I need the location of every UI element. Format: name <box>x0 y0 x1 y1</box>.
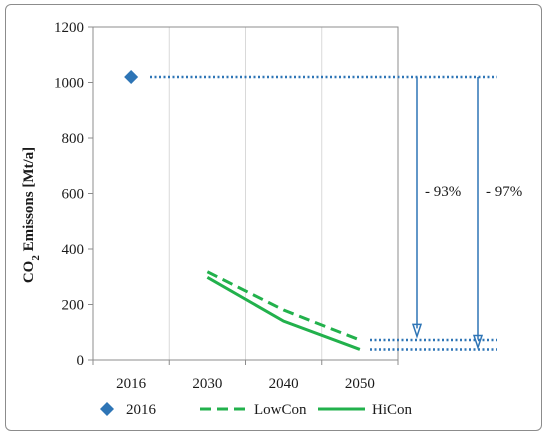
x-tick-label: 2030 <box>192 376 222 392</box>
series-layer <box>124 69 361 351</box>
x-tick-label: 2040 <box>269 376 299 392</box>
series-line-hicon <box>206 276 361 351</box>
y-tick-label: 1200 <box>54 20 84 36</box>
grid-layer <box>168 27 323 360</box>
y-tick-label: 200 <box>62 298 85 314</box>
x-tick-label: 2050 <box>345 376 375 392</box>
series-line-lowcon <box>206 270 361 342</box>
y-axis-title: CO2 Emissons [Mt/a] <box>21 147 42 283</box>
y-tick-label: 800 <box>62 131 85 147</box>
reference-lines <box>150 75 497 351</box>
x-tick-label: 2016 <box>116 376 147 392</box>
legend: 2016 LowCon HiCon <box>100 402 413 418</box>
legend-label-hicon: HiCon <box>372 402 413 418</box>
axis-layer: 0 200 400 600 800 1000 1200 2016 2030 2040 2050 <box>54 20 399 392</box>
y-axis-title-subscript: 2 <box>30 255 42 261</box>
reduction-arrow-head <box>411 323 423 339</box>
y-tick-label: 600 <box>62 187 85 203</box>
legend-label-lowcon: LowCon <box>254 402 307 418</box>
y-tick-label: 0 <box>77 353 85 369</box>
legend-marker-2016 <box>100 402 114 416</box>
marker-2016 <box>124 69 139 84</box>
reduction-arrow-head <box>472 334 484 350</box>
y-axis-title-prefix: CO <box>21 261 37 284</box>
reduction-label: - 93% <box>425 184 461 200</box>
reduction-label: - 97% <box>486 184 522 200</box>
y-axis-title-suffix: Emissons [Mt/a] <box>21 147 37 255</box>
y-tick-label: 1000 <box>54 76 84 92</box>
y-tick-label: 400 <box>62 242 85 258</box>
legend-label-2016: 2016 <box>126 402 157 418</box>
annotations: - 93% - 97% <box>411 76 522 350</box>
